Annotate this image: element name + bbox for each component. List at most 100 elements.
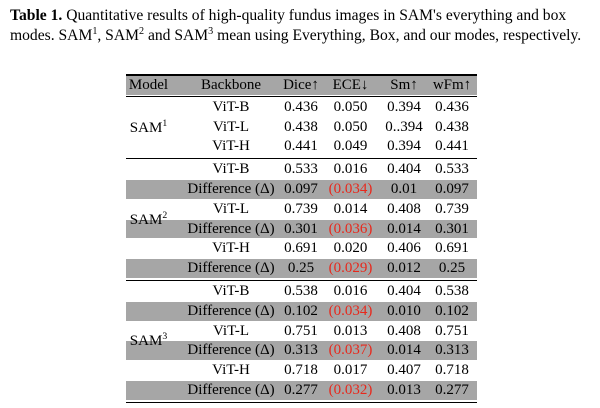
difference-row: Difference (Δ) 0.097 (0.034) 0.01 0.097 (126, 180, 477, 199)
model-label: SAM2 (126, 209, 171, 229)
dice-cell: 0.438 (284, 118, 318, 135)
table-row: ViT-B 0.533 0.016 0.404 0.533 (126, 160, 477, 179)
backbone-cell: Difference (Δ) (187, 302, 275, 319)
wfm-cell: 0.718 (435, 362, 469, 379)
dice-cell: 0.751 (284, 322, 318, 339)
table-row: ViT-H 0.691 0.020 0.406 0.691 (126, 239, 477, 258)
sm-cell: 0.408 (387, 200, 421, 217)
group-rule (126, 280, 477, 281)
sm-cell: 0.394 (387, 98, 421, 115)
ece-cell: 0.017 (333, 362, 368, 379)
table-row: ViT-B 0.436 0.050 0.394 0.436 (126, 98, 477, 117)
wfm-cell: 0.441 (435, 138, 469, 155)
ece-cell: 0.014 (333, 200, 368, 217)
caption-text-1: Quantitative results of high-quality fun… (10, 7, 567, 44)
table-bottom-rule (126, 401, 477, 404)
difference-row: Difference (Δ) 0.25 (0.029) 0.012 0.25 (126, 259, 477, 278)
ece-cell: 0.050 (333, 118, 368, 135)
backbone-cell: ViT-B (212, 98, 250, 115)
table-row: ViT-L 0.751 0.013 0.408 0.751 (126, 322, 477, 341)
table-row: ViT-L 0.739 0.014 0.408 0.739 (126, 200, 477, 219)
dice-cell: 0.441 (284, 138, 318, 155)
ece-cell: (0.034) (328, 181, 373, 197)
dice-cell: 0.739 (284, 200, 318, 217)
group-rule (126, 158, 477, 160)
ece-cell: (0.037) (328, 342, 373, 359)
model-name: SAM (129, 211, 163, 228)
wfm-cell: 0.751 (435, 322, 469, 339)
model-name: SAM (129, 119, 163, 136)
wfm-cell: 0.538 (435, 283, 469, 299)
difference-row: Difference (Δ) 0.301 (0.036) 0.014 0.301 (126, 219, 477, 239)
ece-cell: 0.050 (333, 98, 368, 115)
wfm-cell: 0.313 (435, 342, 469, 359)
dice-cell: 0.25 (287, 260, 315, 277)
backbone-cell: ViT-B (212, 283, 250, 299)
wfm-cell: 0.739 (435, 200, 469, 217)
backbone-cell: Difference (Δ) (187, 342, 275, 359)
ece-cell: 0.013 (333, 322, 368, 339)
difference-row: Difference (Δ) 0.313 (0.037) 0.014 0.313 (126, 341, 477, 361)
dice-cell: 0.277 (284, 382, 318, 398)
wfm-cell: 0.102 (435, 302, 469, 319)
wfm-cell: 0.277 (435, 382, 469, 398)
ece-cell: 0.016 (333, 283, 368, 299)
table-row: ViT-H 0.718 0.017 0.407 0.718 (126, 361, 477, 380)
sm-cell: 0.404 (387, 161, 421, 178)
backbone-cell: ViT-L (212, 322, 250, 339)
header-wfm: wFm↑ (432, 77, 472, 93)
dice-cell: 0.691 (284, 240, 318, 257)
table-caption: Table 1. Quantitative results of high-qu… (10, 6, 594, 45)
backbone-cell: ViT-L (212, 200, 250, 217)
dice-cell: 0.538 (284, 283, 318, 299)
sm-cell: 0.014 (387, 220, 421, 237)
caption-label: Table 1. (10, 7, 63, 24)
dice-cell: 0.097 (284, 181, 318, 197)
caption-text-2: , SAM (97, 26, 139, 44)
backbone-cell: ViT-H (212, 138, 250, 155)
wfm-cell: 0.533 (435, 161, 469, 178)
model-superscript: 2 (162, 209, 168, 221)
header-rule (126, 95, 477, 97)
backbone-cell: ViT-H (212, 362, 250, 379)
backbone-cell: ViT-H (212, 240, 250, 257)
backbone-cell: ViT-L (212, 118, 250, 135)
wfm-cell: 0.301 (435, 220, 469, 237)
sm-cell: 0.404 (387, 283, 421, 299)
header-sm: Sm↑ (390, 77, 418, 93)
dice-cell: 0.533 (284, 161, 318, 178)
header-ece: ECE↓ (332, 77, 369, 93)
sm-cell: 0.408 (387, 322, 421, 339)
wfm-cell: 0.436 (435, 98, 469, 115)
table-row: ViT-L 0.438 0.050 0..394 0.438 (126, 118, 477, 137)
header-model: Model (128, 77, 169, 93)
ece-cell: 0.049 (333, 138, 368, 155)
sm-cell: 0..394 (385, 118, 423, 135)
wfm-cell: 0.097 (435, 181, 469, 197)
caption-sup-3: 3 (208, 25, 214, 37)
difference-row: Difference (Δ) 0.277 (0.032) 0.013 0.277 (126, 381, 477, 400)
difference-row: Difference (Δ) 0.102 (0.034) 0.010 0.102 (126, 301, 477, 321)
sm-cell: 0.010 (387, 302, 421, 319)
backbone-cell: Difference (Δ) (187, 181, 275, 197)
sm-cell: 0.013 (387, 382, 421, 398)
table-row: ViT-H 0.441 0.049 0.394 0.441 (126, 137, 477, 156)
caption-text-3: and SAM (144, 26, 209, 44)
dice-cell: 0.313 (284, 342, 318, 359)
ece-cell: 0.016 (333, 161, 368, 178)
table-row: ViT-B 0.538 0.016 0.404 0.538 (126, 282, 477, 301)
ece-cell: (0.036) (328, 220, 373, 237)
backbone-cell: Difference (Δ) (187, 260, 275, 277)
backbone-cell: Difference (Δ) (187, 220, 275, 237)
sm-cell: 0.407 (387, 362, 421, 379)
sm-cell: 0.406 (387, 240, 421, 257)
sm-cell: 0.014 (387, 342, 421, 359)
caption-sup-2: 2 (138, 25, 145, 37)
model-label: SAM1 (126, 118, 171, 137)
dice-cell: 0.436 (284, 98, 318, 115)
backbone-cell: Difference (Δ) (187, 382, 275, 398)
wfm-cell: 0.691 (435, 240, 469, 257)
wfm-cell: 0.438 (435, 118, 469, 135)
dice-cell: 0.718 (284, 362, 318, 379)
caption-sup-1: 1 (92, 25, 98, 37)
